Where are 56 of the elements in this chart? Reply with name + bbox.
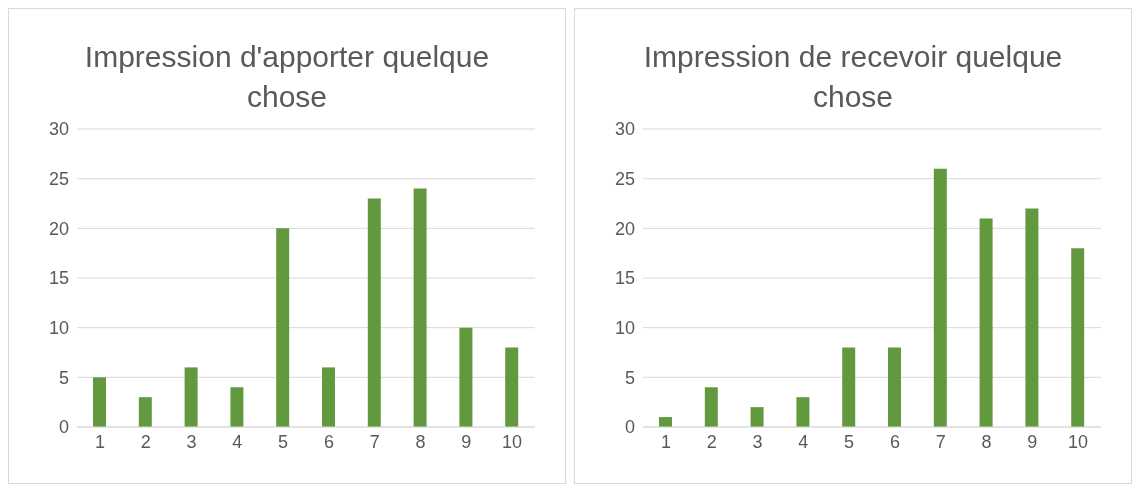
bar <box>979 218 993 427</box>
x-tick-label: 1 <box>94 431 105 452</box>
y-tick-label: 10 <box>614 318 635 339</box>
bar <box>750 407 764 427</box>
x-tick-label: 4 <box>798 431 809 452</box>
y-tick-label: 0 <box>58 417 69 438</box>
bar <box>276 228 290 427</box>
y-tick-label: 10 <box>48 318 69 339</box>
x-tick-label: 6 <box>889 431 900 452</box>
bar <box>367 198 381 427</box>
x-tick-label: 8 <box>981 431 992 452</box>
bar <box>230 387 244 427</box>
x-tick-label: 6 <box>323 431 334 452</box>
x-tick-label: 1 <box>660 431 671 452</box>
bar <box>93 377 106 427</box>
x-tick-label: 7 <box>935 431 946 452</box>
x-tick-label: 2 <box>140 431 151 452</box>
bar <box>138 397 152 427</box>
bar <box>322 367 335 427</box>
y-tick-label: 30 <box>48 119 69 140</box>
y-tick-label: 20 <box>614 218 635 239</box>
bar <box>413 188 427 427</box>
y-tick-label: 20 <box>48 218 69 239</box>
x-tick-label: 10 <box>502 431 523 452</box>
x-tick-label: 5 <box>278 431 289 452</box>
y-tick-label: 15 <box>614 268 635 289</box>
x-tick-label: 3 <box>186 431 197 452</box>
x-tick-label: 2 <box>706 431 717 452</box>
y-tick-label: 15 <box>48 268 69 289</box>
bar <box>796 397 810 427</box>
bar <box>1071 248 1085 427</box>
bar <box>184 367 198 427</box>
x-tick-label: 3 <box>752 431 763 452</box>
x-tick-label: 8 <box>415 431 426 452</box>
y-tick-label: 30 <box>614 119 635 140</box>
y-tick-label: 25 <box>614 169 635 190</box>
bar <box>842 347 856 427</box>
x-tick-label: 5 <box>844 431 855 452</box>
bar <box>704 387 718 427</box>
bar <box>505 347 519 427</box>
bar <box>888 347 901 427</box>
y-tick-label: 25 <box>48 169 69 190</box>
bar <box>933 168 947 427</box>
x-tick-label: 9 <box>461 431 472 452</box>
bar <box>459 327 473 427</box>
chart-title: Impression de recevoir quelque chose <box>643 40 1063 113</box>
y-tick-label: 5 <box>624 367 635 388</box>
x-tick-label: 9 <box>1027 431 1038 452</box>
bar <box>659 417 672 427</box>
chart-title: Impression d'apporter quelque chose <box>84 40 490 113</box>
y-tick-label: 5 <box>58 367 69 388</box>
x-tick-label: 4 <box>232 431 243 452</box>
x-tick-label: 10 <box>1068 431 1089 452</box>
bar <box>1025 208 1039 427</box>
x-tick-label: 7 <box>369 431 380 452</box>
y-tick-label: 0 <box>624 417 635 438</box>
